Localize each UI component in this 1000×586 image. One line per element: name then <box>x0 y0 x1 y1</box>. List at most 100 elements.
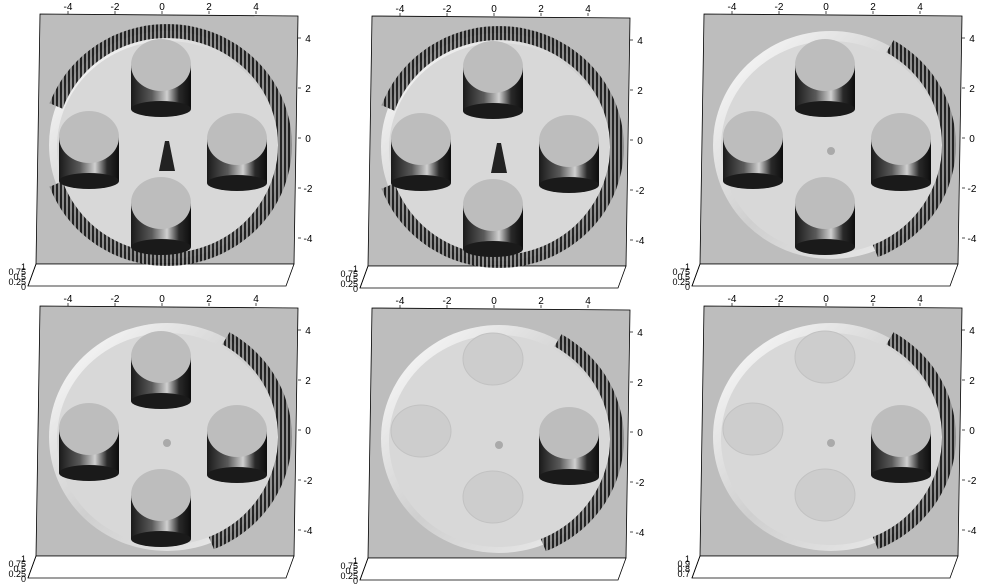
rim-wall <box>540 334 625 552</box>
z-tick-label: 0.5 <box>345 566 358 576</box>
y-tick-label: 0 <box>305 134 311 145</box>
cylinder-top <box>59 403 119 455</box>
cylinder-top <box>463 179 523 231</box>
z-tick-label: 1 <box>21 554 26 564</box>
cylinder-top <box>131 177 191 229</box>
x-tick-label: 0 <box>159 2 165 13</box>
x-tick-label: 0 <box>491 4 497 15</box>
z-tick-label: 1 <box>353 264 358 274</box>
frame-bottom <box>359 265 627 289</box>
x-tick-label: -4 <box>728 2 737 13</box>
y-tick-label: -4 <box>968 234 977 245</box>
cylinder-top <box>207 405 267 457</box>
z-tick-label: 0.25 <box>672 277 690 287</box>
z-tick-label: 0 <box>685 282 690 292</box>
cylinder-top <box>131 469 191 521</box>
y-tick-label: 0 <box>637 136 643 147</box>
center-spike <box>159 141 175 171</box>
z-tick-label: 0.5 <box>13 272 26 282</box>
center-bump <box>163 439 171 447</box>
y-tick-label: -2 <box>968 184 977 195</box>
y-tick-label: 4 <box>305 326 311 337</box>
x-tick-label: 2 <box>538 4 544 15</box>
y-tick-label: -4 <box>968 526 977 537</box>
z-tick-label: 0.25 <box>8 277 26 287</box>
x-tick-label: 4 <box>585 4 591 15</box>
cylinder-top <box>59 111 119 163</box>
z-tick-label: 0.5 <box>13 564 26 574</box>
y-tick-label: 2 <box>969 84 975 95</box>
x-tick-label: 4 <box>253 2 259 13</box>
z-tick-label: 0.25 <box>340 279 358 289</box>
x-tick-label: -2 <box>443 4 452 15</box>
x-tick-label: -2 <box>775 294 784 305</box>
center-bump <box>827 439 835 447</box>
x-tick-label: 4 <box>585 296 591 307</box>
z-tick-label: 0.8 <box>677 564 690 574</box>
y-tick-label: -4 <box>304 526 313 537</box>
z-tick-label: 1 <box>685 554 690 564</box>
y-tick-label: 2 <box>305 376 311 387</box>
y-tick-label: 2 <box>305 84 311 95</box>
y-tick-label: -4 <box>304 234 313 245</box>
x-tick-label: 2 <box>870 294 876 305</box>
rim-wall <box>49 24 293 266</box>
y-tick-label: 4 <box>969 34 975 45</box>
z-tick-label: 0 <box>353 576 358 586</box>
center-bump <box>827 147 835 155</box>
cylinder-top <box>207 113 267 165</box>
cylinder-top <box>795 177 855 229</box>
frame-bottom <box>27 263 295 287</box>
x-tick-label: 0 <box>823 2 829 13</box>
rim-wall <box>381 26 625 268</box>
z-tick-label: 0 <box>21 574 26 584</box>
x-tick-label: 4 <box>917 294 923 305</box>
x-tick-label: -4 <box>64 2 73 13</box>
cylinder-top <box>795 39 855 91</box>
cylinder-top <box>722 402 784 456</box>
z-tick-label: 0 <box>353 284 358 294</box>
frame-bottom <box>691 555 959 579</box>
y-tick-label: 0 <box>969 426 975 437</box>
y-tick-label: -4 <box>636 236 645 247</box>
x-tick-label: 0 <box>491 296 497 307</box>
cylinder-top <box>462 332 524 386</box>
y-tick-label: -2 <box>304 184 313 195</box>
x-tick-label: -4 <box>64 294 73 305</box>
x-tick-label: -4 <box>396 296 405 307</box>
y-tick-label: 4 <box>637 36 643 47</box>
cylinder-top <box>390 404 452 458</box>
y-tick-label: 0 <box>305 426 311 437</box>
x-tick-label: 2 <box>206 2 212 13</box>
y-tick-label: 4 <box>969 326 975 337</box>
x-tick-label: -4 <box>728 294 737 305</box>
y-tick-label: 2 <box>637 86 643 97</box>
cylinder-top <box>794 468 856 522</box>
z-tick-label: 0.25 <box>8 569 26 579</box>
cylinder-top <box>871 405 931 457</box>
x-tick-label: -2 <box>111 294 120 305</box>
center-bump <box>495 441 503 449</box>
x-tick-label: -2 <box>775 2 784 13</box>
x-tick-label: 2 <box>206 294 212 305</box>
y-tick-label: 2 <box>637 378 643 389</box>
z-tick-label: 1 <box>353 556 358 566</box>
y-tick-label: 0 <box>969 134 975 145</box>
frame-bottom <box>27 555 295 579</box>
cylinder-top <box>871 113 931 165</box>
rim-wall <box>208 332 293 550</box>
z-tick-label: 0.75 <box>672 267 690 277</box>
y-tick-label: 4 <box>637 328 643 339</box>
cylinder-top <box>723 111 783 163</box>
rim-wall <box>872 40 957 258</box>
y-tick-label: -2 <box>304 476 313 487</box>
center-spike <box>491 143 507 173</box>
z-tick-label: 0.25 <box>340 571 358 581</box>
frame-bottom <box>359 557 627 581</box>
x-tick-label: -4 <box>396 4 405 15</box>
